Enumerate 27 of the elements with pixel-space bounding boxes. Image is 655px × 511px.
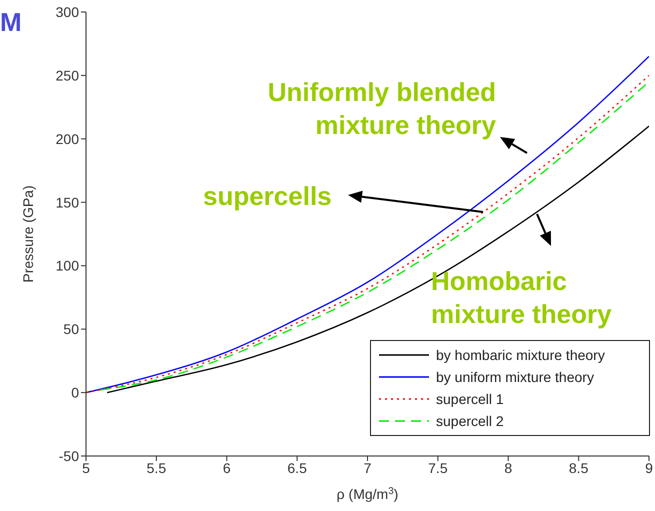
y-tick-label: 200 xyxy=(56,130,80,147)
y-tick-label: 300 xyxy=(56,4,80,20)
y-axis-title: Pressure (GPa) xyxy=(20,185,36,283)
x-tick-label: 6.5 xyxy=(287,460,308,476)
text: M xyxy=(0,6,23,39)
annotation: Uniformly blended mixture theory xyxy=(266,76,496,142)
y-tick-label: 50 xyxy=(63,321,80,338)
legend-label: by uniform mixture theory xyxy=(436,369,594,385)
x-tick-label: 5 xyxy=(82,460,90,476)
y-tick-label: 0 xyxy=(71,384,80,401)
legend-label: supercell 2 xyxy=(436,413,504,429)
x-tick-label: 6 xyxy=(222,460,231,476)
legend-label: supercell 1 xyxy=(436,391,504,407)
legend-label: by hombaric mixture theory xyxy=(436,347,605,363)
x-tick-label: 8 xyxy=(504,460,512,476)
x-tick-label: 8.5 xyxy=(568,460,589,476)
x-tick-label: 7.5 xyxy=(428,460,448,476)
x-tick-label: 7 xyxy=(364,460,372,476)
x-axis-title: ρ (Mg/m$^{3}$) xyxy=(336,486,398,502)
x-tick-label: 5.5 xyxy=(146,460,166,476)
y-tick-label: 150 xyxy=(56,194,80,210)
annotation: supercells xyxy=(203,180,333,213)
y-tick-label: 100 xyxy=(56,258,80,274)
x-tick-label: 9 xyxy=(645,460,654,476)
annotation: Homobaric mixture theory xyxy=(431,265,613,331)
y-tick-label: -50 xyxy=(58,448,80,464)
y-tick-label: 250 xyxy=(56,67,80,84)
